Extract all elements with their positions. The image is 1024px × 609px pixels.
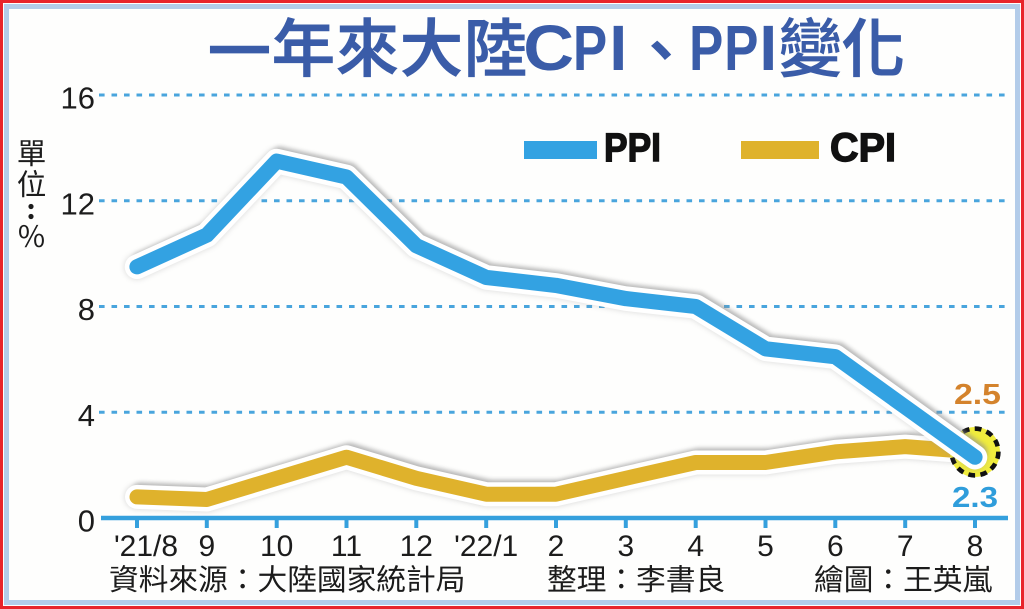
svg-text:I: I — [609, 12, 627, 84]
svg-text:0: 0 — [78, 504, 95, 539]
svg-text:P: P — [573, 14, 607, 85]
svg-text:4: 4 — [687, 530, 704, 563]
svg-text:12: 12 — [400, 530, 433, 563]
svg-text:4: 4 — [78, 398, 95, 433]
svg-text:2: 2 — [548, 530, 565, 563]
svg-text:PPI: PPI — [604, 126, 661, 170]
svg-text:CPI: CPI — [830, 126, 896, 170]
svg-text:8: 8 — [967, 530, 984, 563]
svg-text:P: P — [689, 14, 723, 85]
svg-text:2.5: 2.5 — [954, 379, 1001, 411]
svg-text:I: I — [759, 12, 777, 84]
svg-text:P: P — [724, 14, 758, 85]
svg-text:5: 5 — [757, 530, 774, 563]
svg-text:16: 16 — [61, 81, 95, 116]
svg-text:7: 7 — [897, 530, 914, 563]
svg-text:8: 8 — [78, 292, 95, 327]
svg-text:6: 6 — [827, 530, 844, 563]
svg-text:11: 11 — [331, 530, 362, 563]
svg-text:'22/1: '22/1 — [454, 530, 518, 563]
svg-text:10: 10 — [260, 530, 293, 563]
svg-text:C: C — [523, 13, 574, 84]
svg-text:3: 3 — [617, 530, 634, 563]
svg-text:9: 9 — [198, 530, 215, 563]
svg-text:12: 12 — [61, 186, 95, 221]
svg-text:2.3: 2.3 — [952, 482, 998, 514]
svg-text:'21/8: '21/8 — [114, 530, 178, 563]
